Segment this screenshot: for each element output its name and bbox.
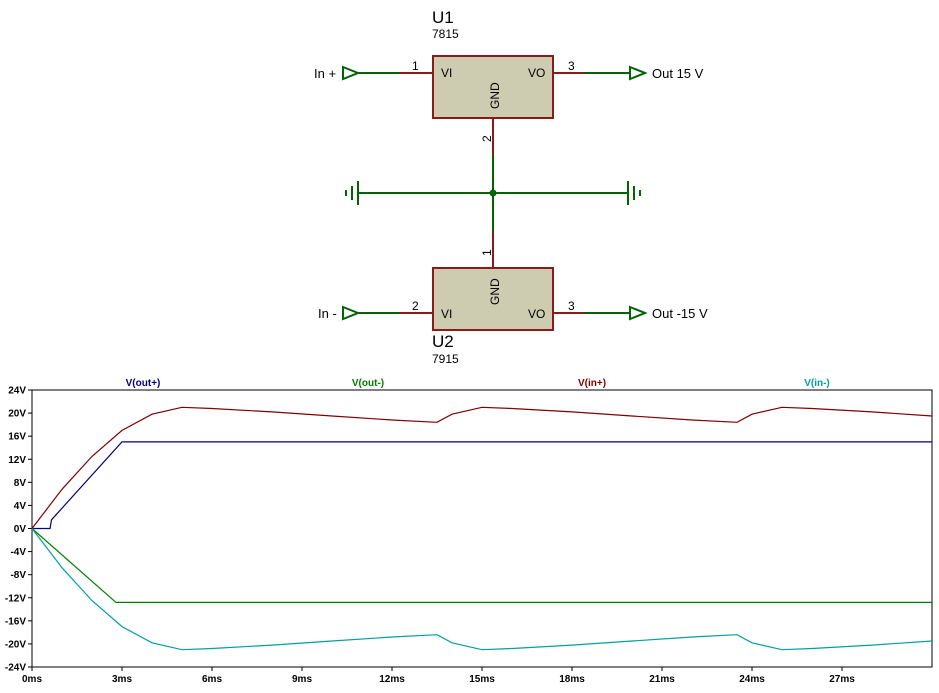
junction-dot (489, 189, 497, 197)
port-out-pos-label: Out 15 V (652, 66, 704, 81)
series-line-V(in-) (31, 528, 933, 651)
u1-pin-num-out: 3 (568, 59, 575, 73)
y-tick-label: 8V (14, 478, 27, 489)
legend-V(in-)[interactable]: V(in-) (804, 378, 830, 389)
y-tick-label: 16V (8, 432, 26, 443)
u2-part: 7915 (432, 352, 459, 366)
schematic: U1 7815 VI VO GND 1 3 2 In + Out 15 V 1 … (314, 8, 708, 366)
port-in-pos-label: In + (314, 66, 336, 81)
ground-left-icon (345, 181, 359, 205)
u2-pin-vi: VI (441, 307, 452, 321)
x-tick-label: 3ms (112, 674, 132, 685)
u1-body[interactable] (432, 55, 554, 119)
port-in-neg-label: In - (318, 306, 337, 321)
series-line-V(in+) (31, 406, 933, 529)
legend-V(out-)[interactable]: V(out-) (352, 378, 384, 389)
port-in-neg-icon[interactable] (342, 305, 361, 321)
u1-pin-num-gnd: 2 (480, 135, 494, 142)
port-out-neg-icon[interactable] (629, 305, 648, 321)
plot-frame (31, 389, 933, 668)
series-line-V(out+) (32, 441, 932, 530)
y-tick-label: -8V (10, 570, 26, 581)
port-out-pos-icon[interactable] (629, 65, 648, 81)
u2-ref: U2 (432, 332, 454, 351)
x-tick-label: 0ms (22, 674, 42, 685)
x-tick-label: 21ms (649, 674, 675, 685)
x-tick-label: 18ms (559, 674, 585, 685)
port-out-neg-label: Out -15 V (652, 306, 708, 321)
u1-pin-vo: VO (528, 66, 545, 80)
u2-pin-num-in: 2 (412, 299, 419, 313)
y-tick-label: 12V (8, 455, 26, 466)
ground-right-icon (627, 181, 641, 205)
legend-V(out+)[interactable]: V(out+) (126, 378, 161, 389)
y-tick-label: 20V (8, 409, 26, 420)
y-tick-label: -4V (10, 547, 26, 558)
x-tick-label: 9ms (292, 674, 312, 685)
u2-body[interactable] (432, 267, 554, 331)
y-tick-label: 24V (8, 386, 26, 397)
legend-V(in+)[interactable]: V(in+) (578, 378, 606, 389)
u2-pin-num-gnd: 1 (480, 249, 494, 256)
x-tick-label: 27ms (829, 674, 855, 685)
port-in-pos-icon[interactable] (342, 65, 361, 81)
x-tick-label: 6ms (202, 674, 222, 685)
u1-ref: U1 (432, 8, 454, 27)
x-tick-label: 15ms (469, 674, 495, 685)
y-tick-label: 0V (14, 524, 27, 535)
y-tick-label: -16V (5, 616, 26, 627)
u2-pin-gnd: GND (488, 278, 502, 305)
u1-pin-vi: VI (441, 66, 452, 80)
u2-pin-num-out: 3 (568, 299, 575, 313)
u1-pin-num-in: 1 (412, 59, 419, 73)
y-tick-label: 4V (14, 501, 27, 512)
y-tick-label: -24V (5, 663, 26, 674)
y-tick-label: -12V (5, 593, 26, 604)
series-line-V(out-) (31, 528, 932, 604)
x-tick-label: 12ms (379, 674, 405, 685)
u2-pin-vo: VO (528, 307, 545, 321)
u1-part: 7815 (432, 27, 459, 41)
y-tick-label: -20V (5, 639, 26, 650)
x-tick-label: 24ms (739, 674, 765, 685)
u1-pin-gnd: GND (488, 82, 502, 109)
